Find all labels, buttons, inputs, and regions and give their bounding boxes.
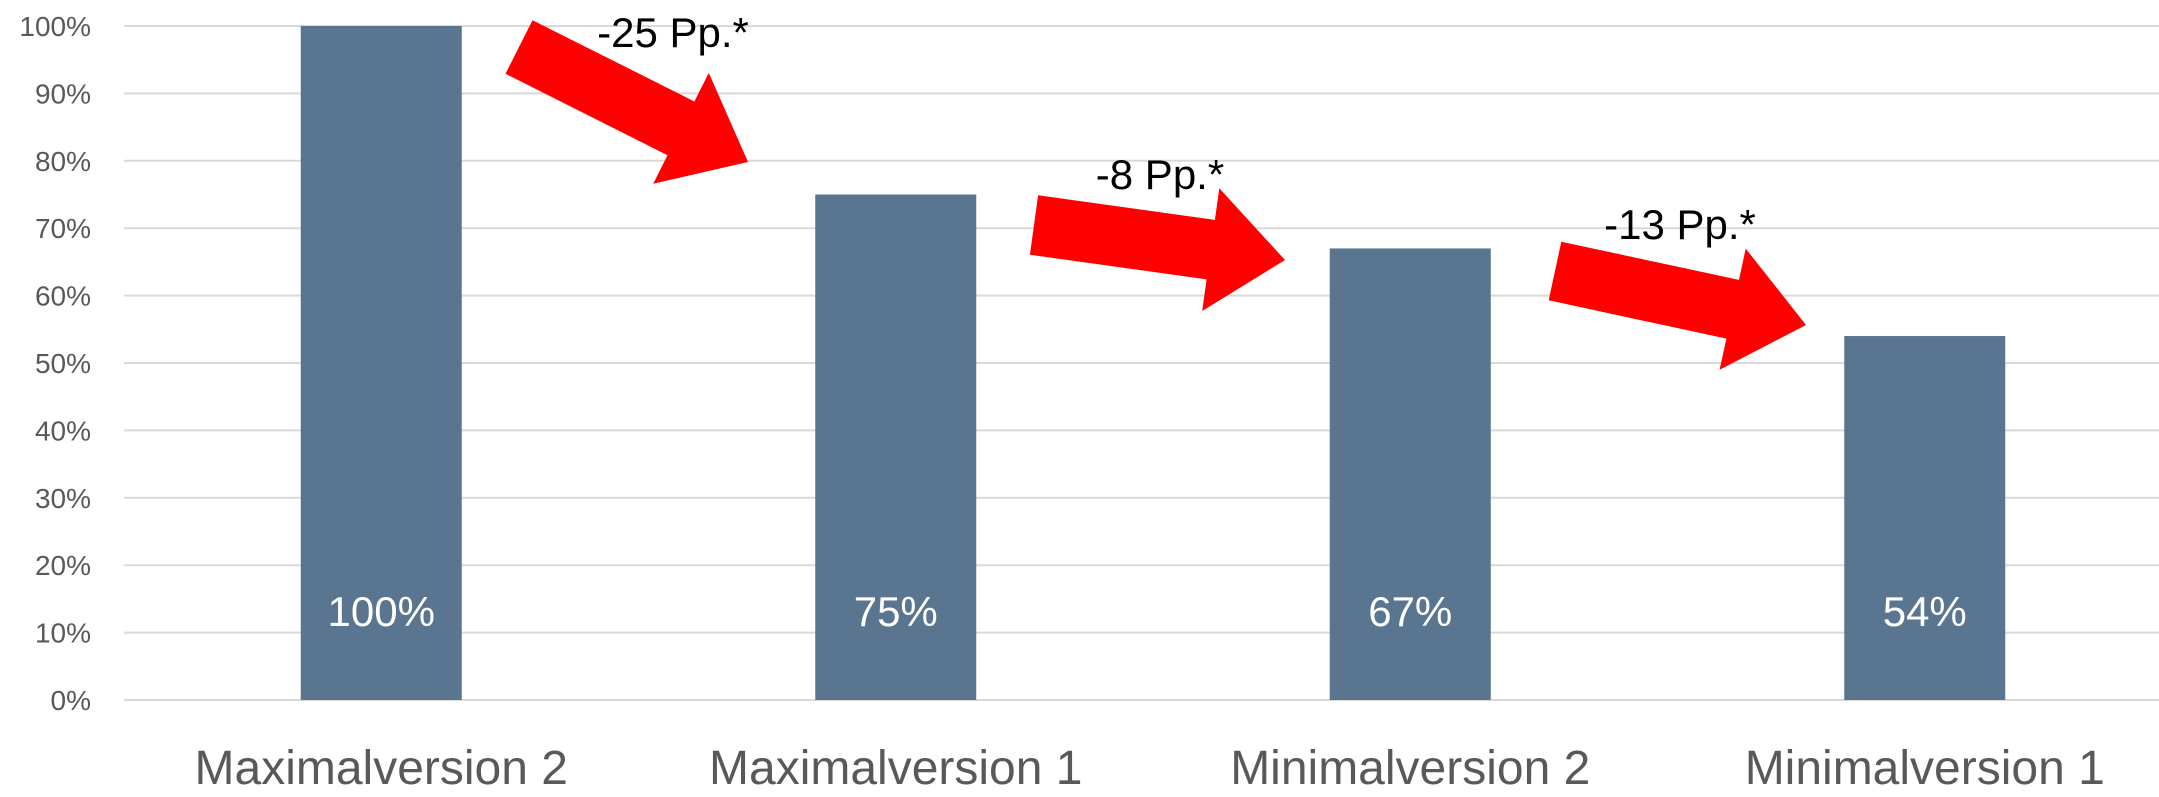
y-tick-label: 50%	[35, 348, 91, 379]
y-tick-label: 100%	[19, 11, 91, 42]
y-tick-label: 70%	[35, 213, 91, 244]
change-annotation-label: -8 Pp.*	[1096, 151, 1224, 198]
y-tick-label: 0%	[51, 685, 91, 716]
change-arrow-2	[1029, 188, 1285, 311]
bar-3	[1329, 248, 1491, 701]
bar-1	[300, 26, 462, 700]
y-tick-label: 30%	[35, 483, 91, 514]
x-tick-label: Minimalversion 2	[1230, 742, 1590, 792]
y-axis-ticks: 0% 10% 20% 30% 40% 50% 60% 70% 80% 90% 100%	[19, 11, 91, 716]
bar-value-label: 54%	[1883, 588, 1967, 635]
bars	[300, 26, 2006, 701]
change-annotation-label: -25 Pp.*	[597, 9, 749, 56]
bar-value-labels: 100% 75% 67% 54%	[328, 588, 1967, 635]
x-axis-ticks: Maximalversion 2 Maximalversion 1 Minimalv…	[195, 742, 2105, 795]
bar-value-label: 75%	[854, 588, 938, 635]
y-tick-label: 40%	[35, 415, 91, 446]
change-arrow-1	[505, 20, 748, 184]
bar-value-label: 100%	[328, 588, 435, 635]
gridlines	[124, 25, 2159, 701]
change-arrows: -25 Pp.* -8 Pp.* -13 Pp.*	[505, 9, 1806, 370]
x-tick-label: Maximalversion 2	[195, 742, 568, 792]
y-tick-label: 10%	[35, 618, 91, 649]
x-tick-label: Minimalversion 1	[1745, 742, 2105, 792]
change-annotation-label: -13 Pp.*	[1604, 201, 1756, 248]
change-arrow-3	[1548, 241, 1806, 370]
y-tick-label: 80%	[35, 146, 91, 177]
y-tick-label: 60%	[35, 281, 91, 312]
x-tick-label: Maximalversion 1	[709, 742, 1082, 792]
y-tick-label: 20%	[35, 550, 91, 581]
bar-2	[815, 194, 977, 700]
y-tick-label: 90%	[35, 78, 91, 109]
bar-value-label: 67%	[1368, 588, 1452, 635]
bar-4	[1844, 336, 2006, 700]
